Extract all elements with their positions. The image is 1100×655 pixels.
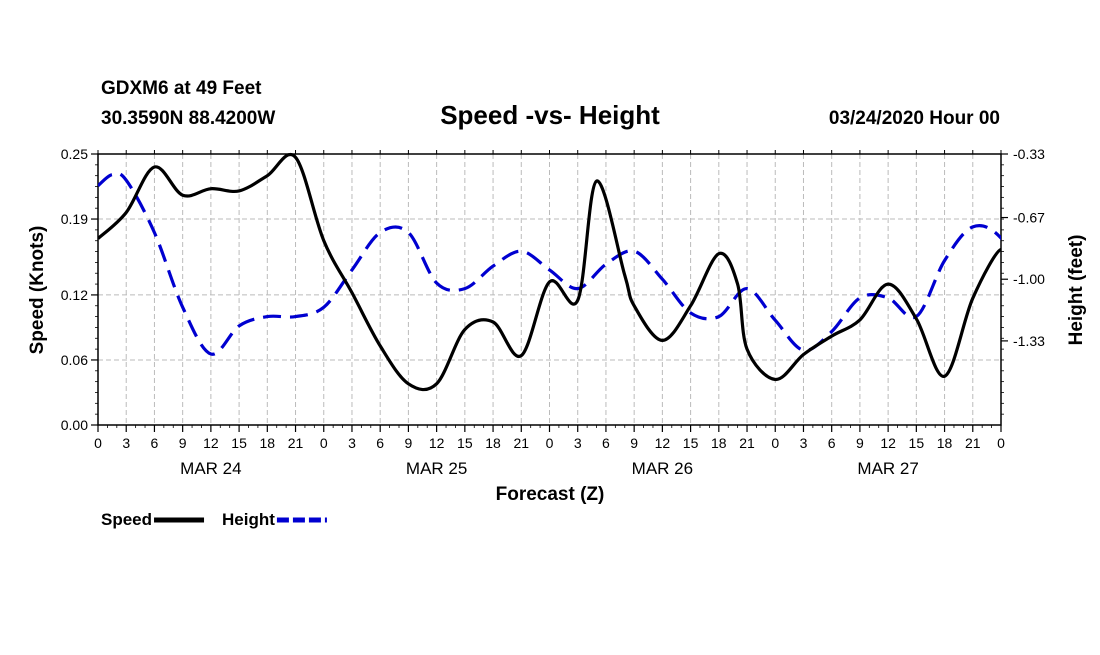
x-tick-label: 9: [179, 435, 187, 451]
x-tick-label: 21: [288, 435, 304, 451]
y-right-tick-label: -1.33: [1013, 333, 1045, 349]
x-tick-label: 0: [320, 435, 328, 451]
date-label: MAR 27: [857, 459, 918, 478]
y-axis-left-label: Speed (Knots): [27, 226, 48, 355]
y-right-tick-label: -1.00: [1013, 271, 1045, 287]
x-tick-label: 12: [203, 435, 219, 451]
x-tick-label: 15: [683, 435, 699, 451]
x-tick-label: 12: [880, 435, 896, 451]
x-tick-label: 18: [485, 435, 501, 451]
x-tick-label: 12: [429, 435, 445, 451]
x-tick-label: 0: [94, 435, 102, 451]
y-left-tick-label: 0.25: [61, 146, 88, 162]
x-tick-label: 9: [856, 435, 864, 451]
x-axis-label: Forecast (Z): [496, 484, 605, 505]
x-tick-label: 0: [546, 435, 554, 451]
x-tick-label: 6: [828, 435, 836, 451]
x-tick-label: 21: [965, 435, 981, 451]
x-tick-label: 9: [630, 435, 638, 451]
date-label: MAR 25: [406, 459, 467, 478]
y-right-tick-label: -0.33: [1013, 146, 1045, 162]
x-tick-label: 0: [771, 435, 779, 451]
x-tick-label: 6: [602, 435, 610, 451]
axis-layer: 0 3 6 9 12 15 18 21 0 3 6 9 12 15 18 21 0 3 6 9 12 15 18 21 0 3 6 9…: [61, 146, 1045, 478]
x-tick-label: 15: [909, 435, 925, 451]
x-tick-label: 6: [151, 435, 159, 451]
x-tick-label: 12: [655, 435, 671, 451]
x-tick-label: 18: [711, 435, 727, 451]
x-tick-label: 18: [260, 435, 276, 451]
chart-title: Speed -vs- Height: [440, 100, 660, 130]
y-axis-right-label: Height (feet): [1066, 235, 1087, 346]
x-tick-label: 3: [348, 435, 356, 451]
y-left-tick-label: 0.19: [61, 211, 88, 227]
y-left-tick-label: 0.00: [61, 417, 88, 433]
x-tick-label: 15: [231, 435, 247, 451]
x-tick-label: 21: [513, 435, 529, 451]
date-label: MAR 24: [180, 459, 241, 478]
y-right-tick-label: -0.67: [1013, 210, 1045, 226]
series-line-height: [98, 171, 1001, 356]
legend-label-speed: Speed: [101, 510, 152, 529]
series-layer: [98, 153, 1001, 392]
legend: Speed Height: [101, 510, 327, 529]
y-left-tick-label: 0.06: [61, 352, 88, 368]
x-tick-label: 3: [122, 435, 130, 451]
x-tick-label: 18: [937, 435, 953, 451]
x-tick-label: 21: [739, 435, 755, 451]
run-label: 03/24/2020 Hour 00: [829, 108, 1000, 129]
y-left-tick-label: 0.12: [61, 287, 88, 303]
date-label: MAR 26: [632, 459, 693, 478]
x-tick-label: 3: [800, 435, 808, 451]
grid-layer: [98, 154, 1001, 425]
station-label: GDXM6 at 49 Feet: [101, 78, 262, 99]
x-tick-label: 3: [574, 435, 582, 451]
x-tick-label: 15: [457, 435, 473, 451]
series-line-speed: [98, 153, 1001, 392]
x-tick-label: 9: [405, 435, 413, 451]
location-label: 30.3590N 88.4200W: [101, 108, 275, 129]
legend-label-height: Height: [222, 510, 275, 529]
x-tick-label: 0: [997, 435, 1005, 451]
x-tick-label: 6: [376, 435, 384, 451]
